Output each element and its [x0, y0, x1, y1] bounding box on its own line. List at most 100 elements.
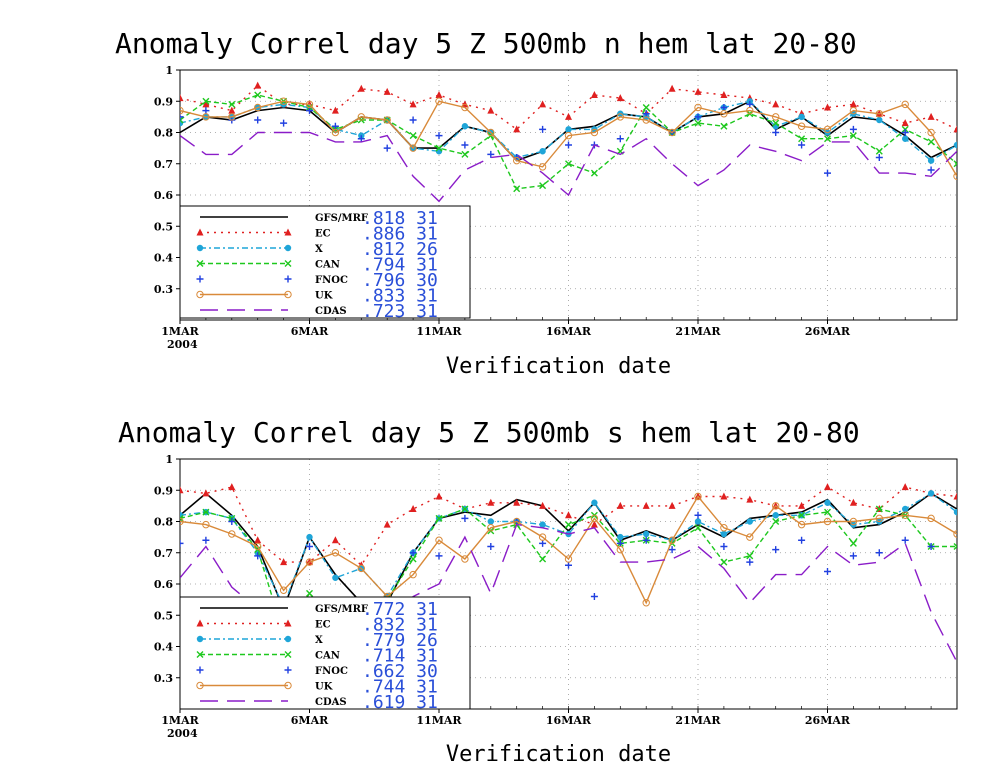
- data-point: [953, 172, 957, 180]
- data-point: [409, 132, 417, 140]
- series-line: [180, 84, 957, 131]
- data-point: [228, 100, 236, 108]
- data-point: [875, 147, 883, 155]
- data-point: [180, 106, 184, 115]
- data-point: [642, 104, 650, 111]
- data-point: [564, 131, 573, 140]
- data-point: [876, 116, 883, 124]
- y-tick-label: 0.8: [154, 516, 173, 529]
- legend-score: .744 31: [362, 677, 438, 698]
- series-x: [180, 98, 957, 164]
- data-point: [487, 543, 495, 550]
- y-tick-label: 0.4: [154, 641, 173, 654]
- chart-panel-1: Anomaly Correl day 5 Z 500mb n hem lat 2…: [115, 27, 958, 379]
- data-point: [616, 94, 624, 102]
- data-point: [720, 91, 728, 98]
- data-point: [798, 141, 806, 149]
- data-point: [305, 100, 314, 109]
- legend-item: GFS/MRF.772 31: [200, 599, 438, 620]
- legend-marker: [284, 275, 292, 283]
- data-point: [901, 129, 909, 136]
- y-tick-label: 0.7: [154, 547, 173, 560]
- legend-score: .812 26: [362, 239, 438, 260]
- y-tick-label: 0.3: [154, 283, 173, 296]
- data-point: [772, 512, 779, 519]
- x-tick-label: 26MAR: [805, 714, 851, 727]
- data-point: [616, 501, 624, 509]
- data-point: [953, 543, 957, 550]
- data-point: [461, 123, 469, 130]
- data-point: [409, 116, 417, 124]
- data-point: [513, 185, 521, 193]
- data-point: [202, 97, 210, 105]
- legend-marker: [284, 228, 292, 236]
- legend-score: .619 31: [362, 692, 438, 713]
- x-tick-label: 6MAR: [291, 325, 329, 338]
- x-tick-label: 21MAR: [675, 714, 721, 727]
- data-point: [383, 87, 391, 95]
- data-point: [202, 100, 210, 108]
- data-point: [798, 511, 806, 519]
- y-tick-label: 0.4: [154, 252, 173, 265]
- data-point: [357, 113, 365, 121]
- data-point: [539, 539, 547, 547]
- data-point: [202, 107, 210, 115]
- data-point: [565, 521, 572, 529]
- legend-score: .662 30: [362, 661, 438, 682]
- series-uk: [180, 492, 957, 607]
- series-line: [180, 100, 957, 177]
- data-point: [746, 106, 754, 115]
- data-point: [927, 138, 935, 146]
- legend-score: .794 31: [362, 255, 438, 276]
- y-tick-label: 0.8: [154, 127, 173, 140]
- data-point: [746, 100, 754, 108]
- data-point: [513, 125, 521, 133]
- x-axis-label: Verification date: [446, 354, 671, 379]
- y-tick-label: 0.9: [154, 95, 173, 108]
- data-point: [228, 113, 236, 121]
- data-point: [642, 599, 650, 607]
- data-point: [461, 555, 469, 563]
- legend-series-name: FNOC: [315, 275, 348, 286]
- data-point: [643, 530, 650, 538]
- data-point: [694, 492, 702, 501]
- legend-series-name: CAN: [315, 260, 340, 271]
- data-point: [254, 91, 262, 99]
- series-line: [180, 495, 957, 605]
- data-point: [435, 97, 443, 105]
- data-point: [409, 570, 417, 579]
- y-tick-label: 0.6: [154, 189, 173, 202]
- data-point: [539, 555, 547, 563]
- series-line: [180, 131, 957, 203]
- data-point: [565, 561, 572, 569]
- legend-item: EC .886 31: [196, 224, 438, 245]
- chart-title: Anomaly Correl day 5 Z 500mb s hem lat 2…: [118, 416, 860, 449]
- data-point: [591, 499, 598, 506]
- data-point: [720, 543, 728, 550]
- data-point: [590, 514, 599, 523]
- legend-series-name: UK: [315, 291, 333, 302]
- data-point: [875, 110, 883, 118]
- legend-marker: [284, 260, 292, 267]
- x-tick-label: 16MAR: [546, 714, 592, 727]
- legend-item: FNOC .662 30: [196, 661, 438, 682]
- data-point: [461, 141, 469, 149]
- data-point: [487, 498, 495, 506]
- data-point: [668, 546, 676, 554]
- legend-score: .833 31: [362, 286, 438, 307]
- data-point: [824, 508, 831, 516]
- legend-marker: [284, 635, 292, 643]
- data-point: [539, 100, 547, 108]
- data-point: [435, 514, 443, 522]
- data-point: [797, 520, 806, 529]
- legend-item: X .812 26: [196, 239, 438, 260]
- chart-panel-2: Anomaly Correl day 5 Z 500mb s hem lat 2…: [118, 416, 958, 767]
- data-point: [409, 505, 417, 512]
- chart-title: Anomaly Correl day 5 Z 500mb n hem lat 2…: [115, 27, 857, 60]
- data-point: [564, 555, 573, 563]
- data-point: [435, 91, 443, 98]
- data-point: [772, 546, 780, 554]
- data-point: [642, 110, 650, 118]
- legend-series-name: FNOC: [315, 666, 348, 677]
- data-point: [824, 499, 831, 506]
